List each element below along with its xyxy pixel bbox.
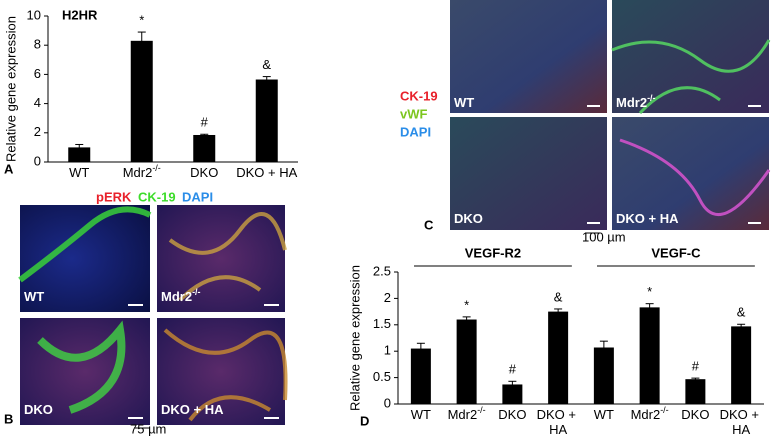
x-tick-label: DKO + HA xyxy=(236,165,297,180)
error-bar xyxy=(137,31,146,50)
x-tick-label: Mdr2-/- xyxy=(448,405,486,422)
image-label: DKO + HA xyxy=(616,211,679,226)
x-tick-label: DKO + HA xyxy=(537,407,580,436)
chart-title: H2HR xyxy=(62,7,98,22)
scale-label: 75 µm xyxy=(130,421,166,436)
significance-marker: # xyxy=(201,115,209,130)
y-tick-label: 8 xyxy=(34,37,41,52)
panel-letter: D xyxy=(360,413,369,428)
y-axis-label: Relative gene expression xyxy=(3,16,18,162)
x-tick-label: WT xyxy=(69,165,89,180)
decoration xyxy=(168,212,287,302)
error-bar xyxy=(508,380,517,388)
x-tick-label: DKO xyxy=(498,407,526,422)
micrograph xyxy=(612,117,769,230)
error-bar xyxy=(262,76,271,83)
micrograph xyxy=(20,205,150,312)
bar xyxy=(255,79,278,162)
bar xyxy=(731,326,752,404)
bar xyxy=(502,384,523,404)
y-tick-label: 0 xyxy=(384,395,391,410)
y-tick-label: 2 xyxy=(384,290,391,305)
decoration xyxy=(611,39,771,115)
image-label: Mdr2-/- xyxy=(616,93,656,110)
scale-label: 100 µm xyxy=(582,229,626,244)
x-tick-label: DKO + HA xyxy=(720,407,763,436)
image-label: WT xyxy=(454,95,474,110)
decoration xyxy=(18,206,152,283)
significance-marker: * xyxy=(139,12,144,27)
micrograph xyxy=(450,0,607,113)
stain-label: CK-19 xyxy=(400,88,438,103)
significance-marker: * xyxy=(464,297,469,312)
stain-label: DAPI xyxy=(182,189,213,204)
significance-marker: & xyxy=(262,57,271,72)
image-label: DKO xyxy=(24,402,53,417)
panel-letter: A xyxy=(4,161,14,176)
y-tick-label: 1.5 xyxy=(373,316,391,331)
group-label: VEGF-C xyxy=(651,245,701,260)
significance-marker: # xyxy=(692,359,700,374)
group-label: VEGF-R2 xyxy=(465,245,521,260)
bar xyxy=(593,347,614,404)
micrograph xyxy=(612,0,769,113)
stain-label: vWF xyxy=(400,106,428,121)
y-tick-label: 1 xyxy=(384,343,391,358)
micrographs xyxy=(18,0,771,429)
bar xyxy=(68,147,91,162)
panel-letter: C xyxy=(424,217,434,232)
error-bar xyxy=(691,377,700,381)
significance-marker: * xyxy=(647,284,652,299)
bar xyxy=(685,379,706,404)
micrograph xyxy=(450,117,607,230)
micrograph xyxy=(157,205,285,312)
y-tick-label: 0.5 xyxy=(373,369,391,384)
x-tick-label: WT xyxy=(411,407,431,422)
image-label: WT xyxy=(24,289,44,304)
image-label: DKO xyxy=(454,211,483,226)
error-bar xyxy=(737,323,746,329)
stain-label: pERK xyxy=(96,189,132,204)
error-bar xyxy=(416,342,425,354)
x-tick-label: WT xyxy=(594,407,614,422)
error-bar xyxy=(75,143,84,151)
image-label: Mdr2-/- xyxy=(161,287,201,304)
y-axis-label: Relative gene expression xyxy=(347,265,362,411)
y-tick-label: 6 xyxy=(34,66,41,81)
x-tick-label: DKO xyxy=(681,407,709,422)
bar xyxy=(456,319,477,404)
error-bar xyxy=(462,316,471,323)
decoration xyxy=(619,138,771,217)
y-tick-label: 4 xyxy=(34,95,41,110)
significance-marker: # xyxy=(509,362,517,377)
image-label: DKO + HA xyxy=(161,402,224,417)
bar xyxy=(410,348,431,404)
error-bar xyxy=(554,308,563,315)
x-tick-label: Mdr2-/- xyxy=(631,405,669,422)
stain-label: CK-19 xyxy=(138,189,176,204)
panel-letter: B xyxy=(4,411,13,426)
x-tick-label: DKO xyxy=(190,165,218,180)
bar xyxy=(193,134,216,162)
error-bar xyxy=(599,340,608,354)
error-bar xyxy=(200,133,209,136)
significance-marker: & xyxy=(554,289,563,304)
y-tick-label: 10 xyxy=(27,7,41,22)
bar xyxy=(130,40,153,162)
decoration xyxy=(37,320,126,414)
bar xyxy=(639,307,660,404)
decoration xyxy=(163,328,288,422)
bar xyxy=(548,311,569,404)
error-bar xyxy=(645,303,654,312)
stain-label: DAPI xyxy=(400,124,431,139)
y-tick-label: 2.5 xyxy=(373,263,391,278)
y-tick-label: 2 xyxy=(34,124,41,139)
significance-marker: & xyxy=(737,305,746,320)
y-tick-label: 0 xyxy=(34,153,41,168)
x-tick-label: Mdr2-/- xyxy=(123,163,161,180)
